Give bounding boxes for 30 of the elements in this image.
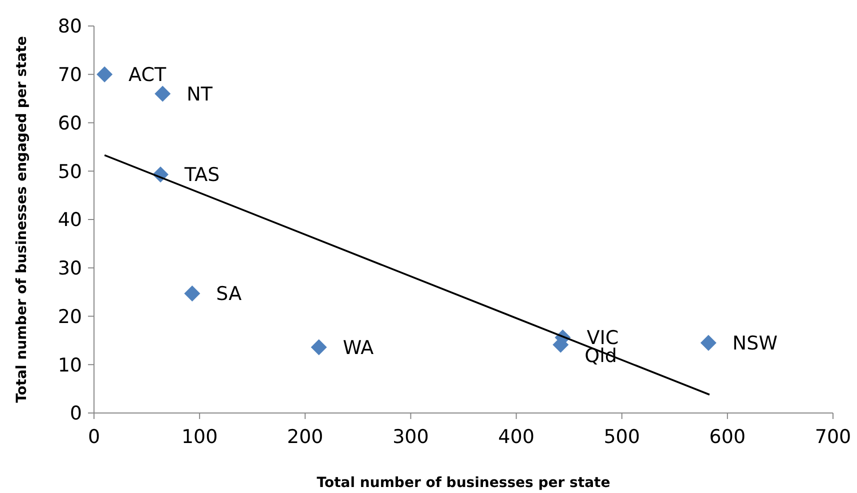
annotation: SA: [216, 283, 242, 306]
x-axis-title: Total number of businesses per state: [316, 475, 610, 491]
annotation: NT: [186, 83, 213, 106]
y-tick-label: 40: [58, 209, 82, 232]
y-axis-title: Total number of businesses engaged per state: [14, 36, 30, 403]
annotation: ACT: [128, 64, 166, 86]
point: [96, 66, 113, 82]
point: [310, 339, 327, 356]
x-tick-label: 200: [287, 426, 324, 448]
annotation: WA: [342, 336, 374, 359]
y-tick-label: 50: [58, 160, 82, 183]
x-tick-label: 500: [604, 426, 640, 448]
annotation: NSW: [732, 332, 778, 355]
y-tick-label: 60: [58, 112, 82, 134]
point: [184, 286, 200, 302]
x-tick-label: 400: [498, 426, 534, 448]
x-tick-label: 700: [814, 426, 852, 448]
x-tick-label: 600: [709, 426, 746, 448]
x-tick-label: 300: [392, 426, 429, 448]
x-tick-label: 100: [181, 426, 218, 448]
annotation: TAS: [184, 164, 220, 186]
y-tick-label: 10: [58, 354, 82, 376]
point: [154, 86, 171, 102]
y-tick-label: 80: [58, 16, 82, 38]
y-tick-label: 70: [58, 64, 82, 86]
y-tick-label: 30: [58, 258, 82, 280]
point: [700, 334, 716, 351]
x-tick-label: 0: [88, 426, 100, 448]
y-tick-label: 0: [70, 402, 82, 425]
y-tick-label: 20: [58, 306, 82, 328]
